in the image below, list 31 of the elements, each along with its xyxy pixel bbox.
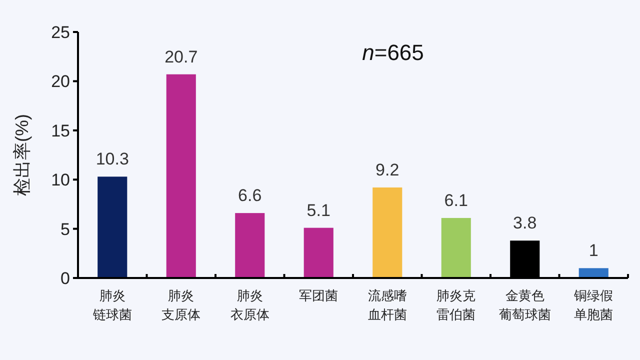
data-label: 10.3: [96, 150, 129, 169]
bar: [98, 176, 128, 278]
y-tick-label: 25: [51, 23, 70, 42]
x-tick-label: 肺炎支原体: [162, 288, 201, 322]
annotation: n=665: [362, 40, 424, 65]
x-tick-label: 军团菌: [299, 288, 338, 303]
bar: [578, 268, 608, 278]
x-tick-label: 铜绿假单胞菌: [573, 288, 614, 322]
x-tick-label: 肺炎链球菌: [92, 288, 132, 322]
y-axis-title: 检出率(%): [12, 114, 32, 196]
x-tick-label: 流感嗜血杆菌: [368, 288, 407, 322]
y-tick-label: 15: [51, 121, 70, 140]
y-tick-label: 0: [60, 269, 70, 288]
y-tick-label: 10: [51, 170, 70, 190]
x-tick-label: 肺炎克雷伯菌: [436, 288, 476, 322]
bar: [235, 213, 265, 278]
bar: [166, 74, 196, 278]
data-label: 6.1: [444, 190, 468, 210]
bar: [304, 228, 334, 278]
data-label: 9.2: [376, 160, 400, 180]
x-tick-label: 肺炎衣原体: [230, 288, 270, 322]
data-label: 6.6: [238, 186, 262, 206]
data-label: 1: [588, 241, 598, 260]
data-label: 5.1: [306, 200, 330, 220]
bar: [372, 187, 402, 278]
y-tick-label: 5: [60, 220, 70, 239]
y-tick-label: 20: [51, 72, 70, 92]
bar: [441, 218, 471, 278]
data-label: 20.7: [164, 47, 198, 66]
x-tick-label: 金黄色葡萄球菌: [498, 288, 551, 322]
data-label: 3.8: [513, 214, 537, 233]
